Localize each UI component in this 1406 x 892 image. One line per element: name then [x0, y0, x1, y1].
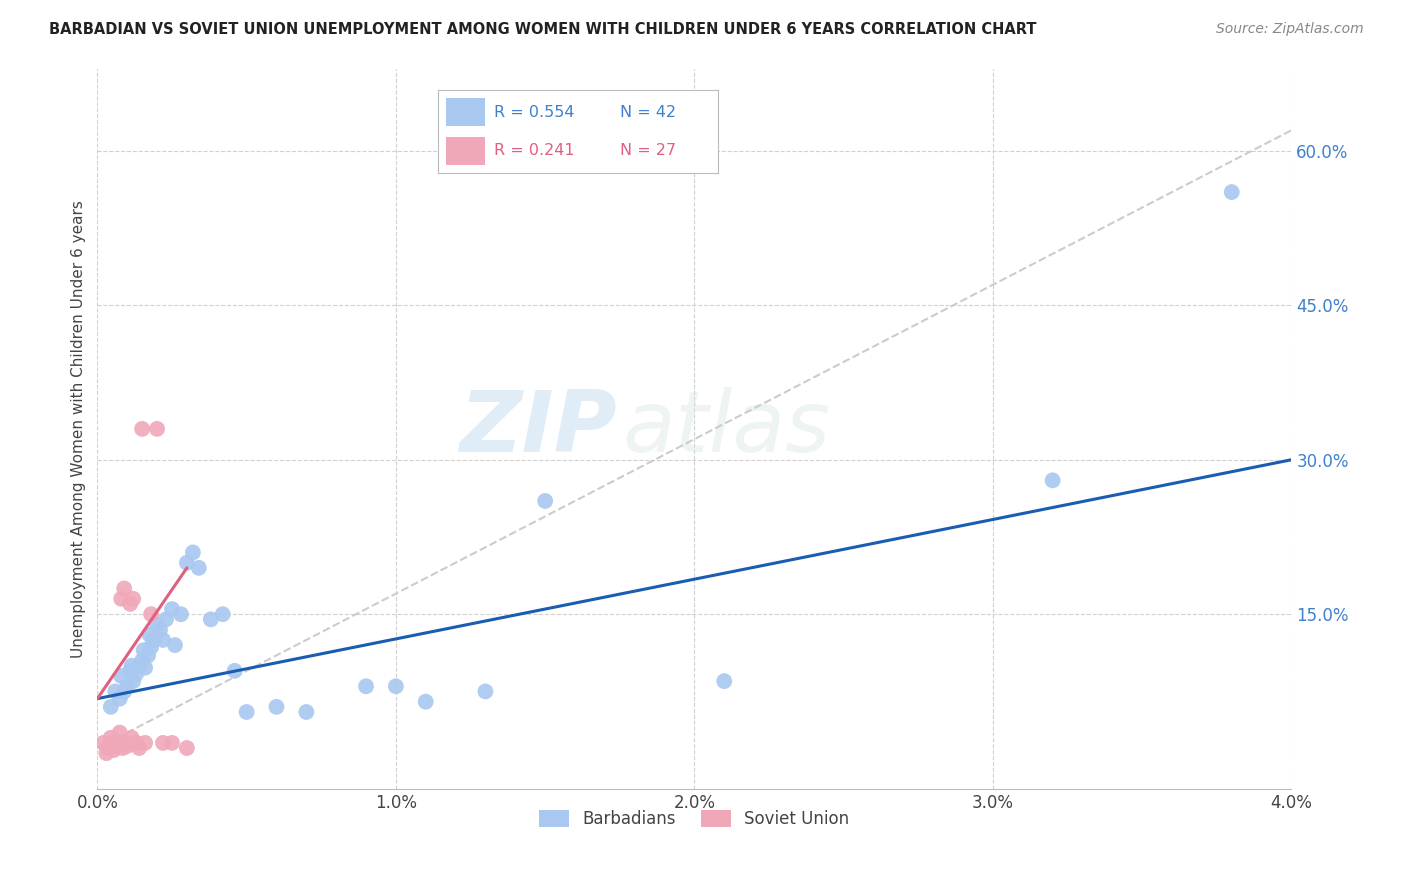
- Point: [139, 640, 162, 654]
- Point: [354, 679, 377, 693]
- Point: [160, 602, 183, 616]
- Point: [115, 739, 138, 753]
- Point: [98, 741, 121, 756]
- Point: [104, 739, 127, 753]
- Point: [120, 597, 142, 611]
- Point: [91, 736, 114, 750]
- Text: BARBADIAN VS SOVIET UNION UNEMPLOYMENT AMONG WOMEN WITH CHILDREN UNDER 6 YEARS C: BARBADIAN VS SOVIET UNION UNEMPLOYMENT A…: [49, 22, 1036, 37]
- Point: [187, 561, 209, 575]
- Point: [120, 664, 142, 678]
- Point: [181, 545, 204, 559]
- Point: [108, 725, 131, 739]
- Legend: Barbadians, Soviet Union: Barbadians, Soviet Union: [533, 804, 856, 835]
- Point: [125, 667, 148, 681]
- Point: [115, 679, 138, 693]
- Point: [1220, 185, 1243, 199]
- Point: [131, 653, 153, 667]
- Point: [131, 422, 153, 436]
- Y-axis label: Unemployment Among Women with Children Under 6 years: Unemployment Among Women with Children U…: [72, 200, 86, 657]
- Point: [103, 743, 125, 757]
- Point: [132, 643, 155, 657]
- Point: [534, 494, 557, 508]
- Point: [146, 422, 169, 436]
- Point: [122, 674, 145, 689]
- Point: [134, 736, 156, 750]
- Point: [110, 591, 132, 606]
- Point: [96, 746, 118, 760]
- Point: [125, 736, 148, 750]
- Point: [1042, 474, 1064, 488]
- Point: [415, 695, 437, 709]
- Point: [134, 661, 156, 675]
- Point: [385, 679, 408, 693]
- Point: [121, 731, 143, 745]
- Point: [107, 736, 129, 750]
- Point: [122, 591, 145, 606]
- Point: [146, 617, 169, 632]
- Point: [163, 638, 186, 652]
- Point: [128, 658, 150, 673]
- Point: [97, 741, 120, 756]
- Point: [474, 684, 496, 698]
- Point: [112, 582, 135, 596]
- Point: [111, 741, 134, 756]
- Point: [112, 684, 135, 698]
- Point: [108, 691, 131, 706]
- Point: [235, 705, 257, 719]
- Point: [138, 628, 160, 642]
- Point: [149, 623, 172, 637]
- Point: [176, 741, 198, 756]
- Point: [114, 736, 136, 750]
- Text: Source: ZipAtlas.com: Source: ZipAtlas.com: [1216, 22, 1364, 37]
- Point: [713, 674, 735, 689]
- Point: [295, 705, 318, 719]
- Point: [160, 736, 183, 750]
- Text: ZIP: ZIP: [460, 387, 617, 470]
- Point: [211, 607, 233, 622]
- Point: [110, 669, 132, 683]
- Point: [176, 556, 198, 570]
- Point: [143, 632, 166, 647]
- Point: [101, 736, 124, 750]
- Point: [155, 612, 177, 626]
- Point: [104, 684, 127, 698]
- Point: [136, 648, 159, 663]
- Point: [266, 699, 288, 714]
- Point: [200, 612, 222, 626]
- Point: [152, 736, 174, 750]
- Point: [128, 741, 150, 756]
- Point: [152, 632, 174, 647]
- Point: [139, 607, 162, 622]
- Point: [224, 664, 246, 678]
- Point: [100, 699, 122, 714]
- Point: [100, 731, 122, 745]
- Point: [170, 607, 193, 622]
- Text: atlas: atlas: [623, 387, 831, 470]
- Point: [121, 658, 143, 673]
